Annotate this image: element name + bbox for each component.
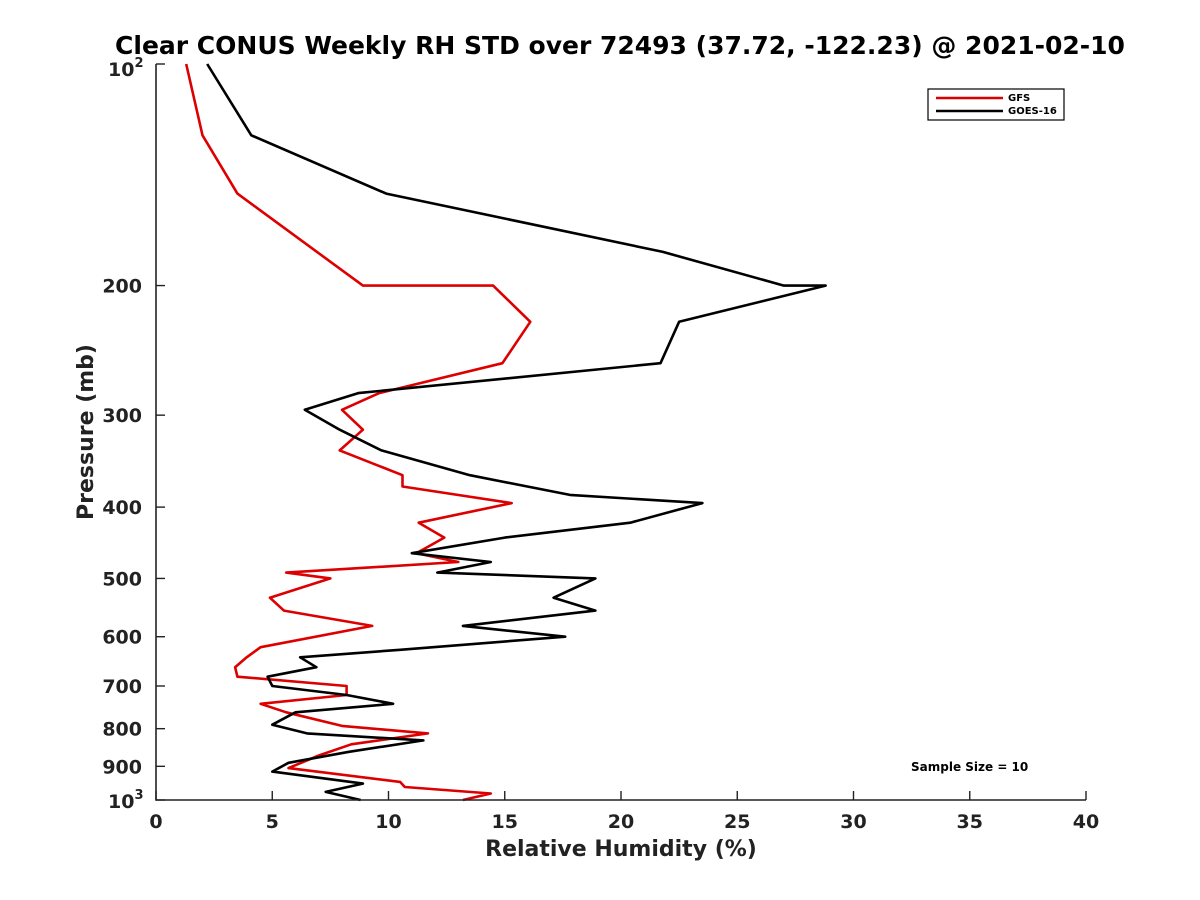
x-tick-label: 15 bbox=[492, 811, 518, 833]
series-line-gfs bbox=[184, 63, 532, 802]
y-tick-label-bottom: 103 bbox=[108, 788, 144, 813]
x-tick-label: 40 bbox=[1073, 811, 1099, 833]
x-tick-label: 5 bbox=[266, 811, 279, 833]
y-tick-label: 400 bbox=[102, 497, 142, 519]
x-tick-label: 10 bbox=[375, 811, 401, 833]
y-tick-label-top: 102 bbox=[108, 56, 144, 81]
plot-lines bbox=[184, 63, 827, 802]
y-axis-label: Pressure (mb) bbox=[74, 344, 99, 520]
y-tick-bottom-exponent: 3 bbox=[134, 788, 143, 803]
x-axis-label: Relative Humidity (%) bbox=[485, 837, 757, 862]
x-axis-ticks: 0 5 10 15 20 25 30 35 40 bbox=[149, 791, 1099, 833]
x-tick-label: 0 bbox=[149, 811, 162, 833]
legend: GFS GOES-16 bbox=[927, 88, 1065, 121]
x-tick-label: 20 bbox=[608, 811, 634, 833]
y-tick-label: 800 bbox=[102, 719, 142, 741]
y-tick-label: 500 bbox=[102, 568, 142, 590]
legend-label-goes-16: GOES-16 bbox=[1008, 106, 1057, 117]
chart-title: Clear CONUS Weekly RH STD over 72493 (37… bbox=[115, 31, 1125, 60]
sample-size-annotation: Sample Size = 10 bbox=[911, 760, 1028, 774]
series-line-goes-16 bbox=[206, 63, 827, 802]
legend-box bbox=[927, 88, 1065, 121]
x-tick-label: 30 bbox=[840, 811, 866, 833]
y-tick-label: 200 bbox=[102, 276, 142, 298]
y-axis-ticks: 200 300 400 500 600 700 800 900 bbox=[102, 63, 165, 801]
legend-label-gfs: GFS bbox=[1008, 93, 1030, 104]
y-tick-label: 700 bbox=[102, 676, 142, 698]
y-tick-label: 300 bbox=[102, 405, 142, 427]
y-tick-top-exponent: 2 bbox=[134, 56, 143, 71]
x-tick-label: 25 bbox=[724, 811, 750, 833]
y-tick-label: 600 bbox=[102, 627, 142, 649]
x-tick-label: 35 bbox=[957, 811, 983, 833]
y-tick-label: 900 bbox=[102, 756, 142, 778]
